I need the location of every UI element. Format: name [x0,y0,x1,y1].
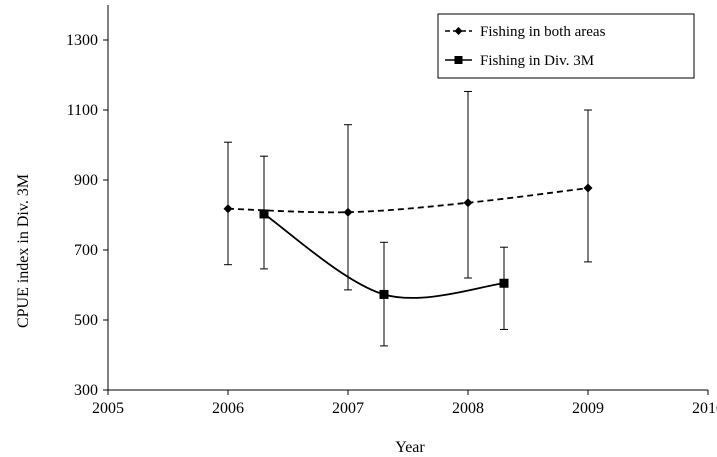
data-point-both-areas [223,204,233,214]
legend-box [437,13,695,79]
y-tick-label: 1300 [66,32,98,49]
x-tick-label: 2010 [692,400,717,417]
legend-marker-div-3m [454,56,463,64]
x-tick-label: 2005 [92,400,124,417]
y-tick-label: 300 [74,382,98,399]
y-axis-title: CPUE index in Div. 3M [15,174,32,328]
legend-label-div-3m: Fishing in Div. 3M [480,53,594,69]
data-point-both-areas [343,207,353,217]
y-tick-label: 1100 [67,102,98,119]
data-point-div-3m [379,289,389,299]
data-point-both-areas [463,198,473,208]
series-markers [223,183,593,299]
error-bars [224,90,592,347]
x-axis-title: Year [395,439,425,456]
y-tick-label: 900 [74,172,98,189]
y-tick-label: 700 [74,242,98,259]
data-point-div-3m [499,278,509,288]
legend: Fishing in both areas Fishing in Div. 3M [437,13,695,79]
x-tick-label: 2006 [212,400,244,417]
x-tick-label: 2008 [452,400,484,417]
legend-label-both-areas: Fishing in both areas [480,24,606,40]
data-point-both-areas [583,183,593,193]
series-lines [227,187,589,299]
data-point-div-3m [259,209,269,219]
x-tick-label: 2007 [332,400,364,417]
axes: 300 500 700 900 1100 1300 2005 2006 2007 2008 2009… [66,5,717,417]
x-tick-label: 2009 [572,400,604,417]
legend-marker-both-areas [454,27,463,35]
series-line-both-areas [227,187,589,214]
y-tick-label: 500 [74,312,98,329]
